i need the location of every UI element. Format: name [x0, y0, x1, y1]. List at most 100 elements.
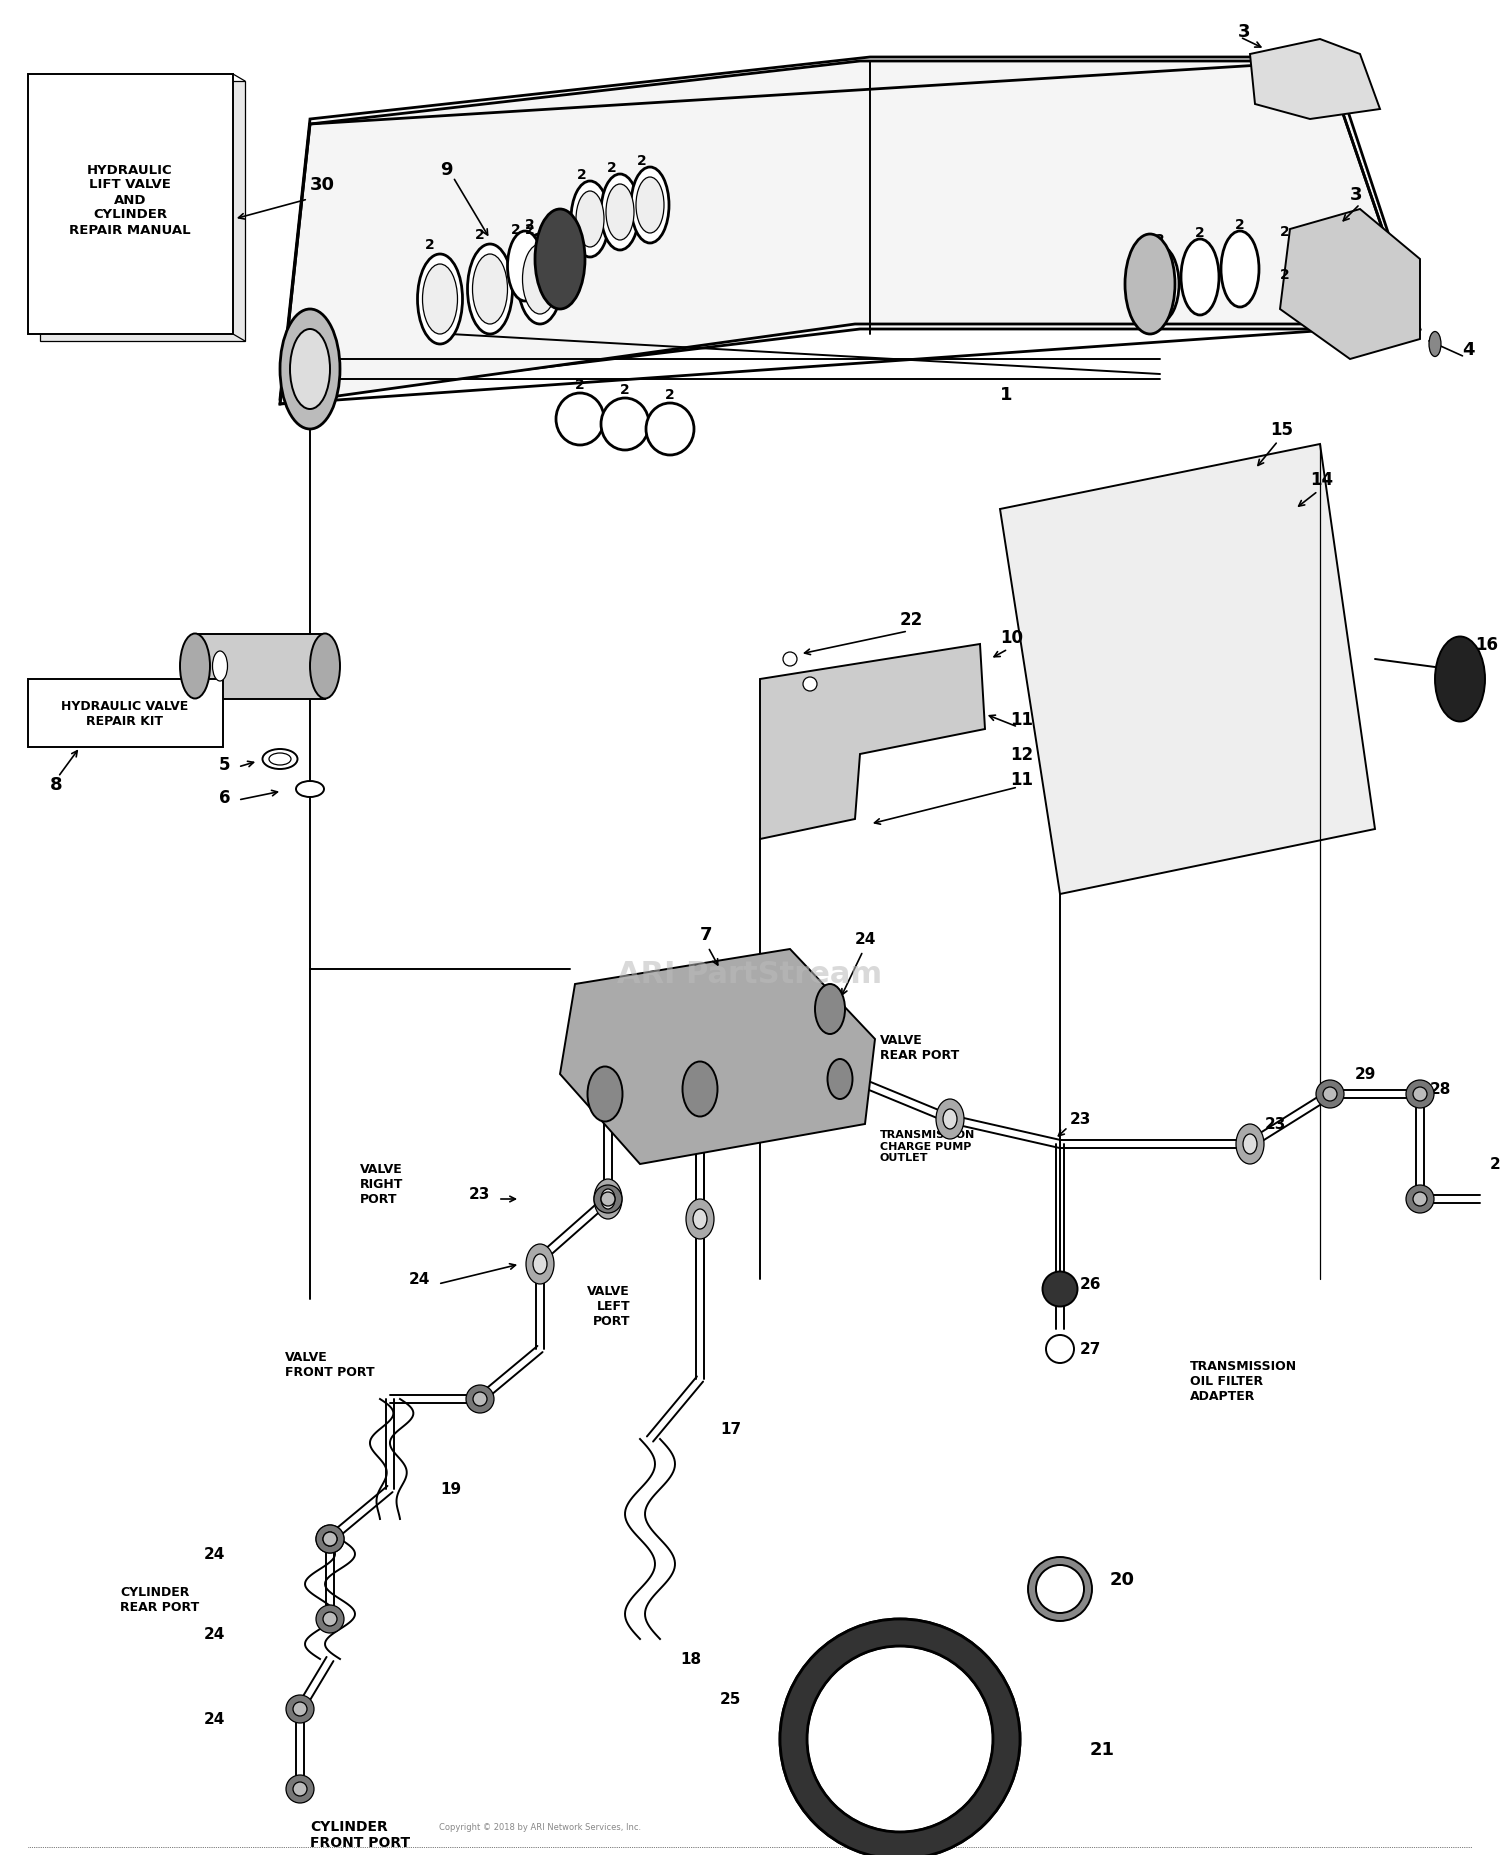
Ellipse shape — [310, 634, 340, 699]
Ellipse shape — [1430, 332, 1442, 358]
Text: CYLINDER
REAR PORT: CYLINDER REAR PORT — [120, 1586, 200, 1614]
Text: 24: 24 — [408, 1273, 430, 1287]
Text: 9: 9 — [440, 161, 453, 178]
Ellipse shape — [316, 1525, 344, 1553]
Text: 21: 21 — [1090, 1740, 1114, 1759]
Text: 2: 2 — [1234, 217, 1245, 232]
Ellipse shape — [588, 1067, 622, 1122]
Text: 11: 11 — [1010, 770, 1034, 788]
Text: 7: 7 — [700, 926, 712, 944]
Ellipse shape — [802, 677, 818, 692]
Text: 28: 28 — [1430, 1081, 1452, 1096]
Text: 2: 2 — [1155, 234, 1166, 247]
Text: 6: 6 — [219, 788, 230, 807]
Ellipse shape — [286, 1695, 314, 1723]
Ellipse shape — [1046, 1336, 1074, 1363]
Ellipse shape — [268, 753, 291, 766]
Ellipse shape — [290, 330, 330, 410]
Ellipse shape — [518, 236, 562, 325]
Ellipse shape — [1413, 1193, 1426, 1206]
Ellipse shape — [507, 232, 543, 302]
Ellipse shape — [807, 1647, 993, 1831]
Ellipse shape — [292, 1783, 308, 1796]
Polygon shape — [280, 58, 1420, 401]
Ellipse shape — [1042, 1273, 1077, 1306]
Ellipse shape — [280, 310, 340, 430]
Text: 27: 27 — [1080, 1341, 1101, 1356]
Text: 2: 2 — [578, 169, 586, 182]
Text: 2: 2 — [525, 223, 536, 237]
Ellipse shape — [292, 1703, 308, 1716]
Text: 15: 15 — [1270, 421, 1293, 440]
Ellipse shape — [296, 781, 324, 798]
Text: CYLINDER
FRONT PORT: CYLINDER FRONT PORT — [310, 1820, 410, 1849]
Text: 2: 2 — [424, 237, 435, 252]
Ellipse shape — [780, 1619, 1020, 1855]
Ellipse shape — [472, 1393, 488, 1406]
Ellipse shape — [686, 1200, 714, 1239]
Text: 2: 2 — [638, 154, 646, 169]
Ellipse shape — [783, 653, 796, 666]
Ellipse shape — [180, 634, 210, 699]
Text: VALVE
REAR PORT: VALVE REAR PORT — [880, 1033, 960, 1061]
Ellipse shape — [944, 1109, 957, 1130]
Text: 18: 18 — [680, 1651, 700, 1666]
Text: 2: 2 — [525, 217, 536, 232]
Ellipse shape — [682, 1061, 717, 1117]
Ellipse shape — [602, 174, 639, 250]
Ellipse shape — [316, 1605, 344, 1632]
Text: 4: 4 — [1462, 341, 1474, 358]
Text: 30: 30 — [310, 176, 334, 195]
Text: 2: 2 — [1196, 226, 1204, 239]
Text: 24: 24 — [204, 1627, 225, 1642]
Text: 19: 19 — [440, 1482, 460, 1497]
Bar — [195, 634, 326, 699]
Text: 2: 2 — [574, 378, 585, 391]
Ellipse shape — [316, 1525, 344, 1553]
Ellipse shape — [828, 1059, 852, 1100]
Bar — [40, 82, 245, 341]
Ellipse shape — [936, 1100, 964, 1139]
Text: 2: 2 — [1280, 267, 1290, 282]
Ellipse shape — [594, 1185, 622, 1213]
Ellipse shape — [1316, 1080, 1344, 1109]
Ellipse shape — [1221, 232, 1258, 308]
Text: Copyright © 2018 by ARI Network Services, Inc.: Copyright © 2018 by ARI Network Services… — [440, 1822, 640, 1831]
Ellipse shape — [322, 1532, 338, 1547]
Polygon shape — [760, 646, 986, 840]
Ellipse shape — [213, 651, 228, 681]
Polygon shape — [1250, 41, 1380, 121]
Ellipse shape — [522, 245, 558, 315]
Text: 2: 2 — [620, 382, 630, 397]
Ellipse shape — [606, 186, 634, 241]
Ellipse shape — [1406, 1185, 1434, 1213]
Text: 12: 12 — [1010, 746, 1034, 764]
Bar — [28, 679, 224, 748]
Text: 8: 8 — [50, 775, 63, 794]
Text: VALVE
FRONT PORT: VALVE FRONT PORT — [285, 1350, 375, 1378]
Text: 20: 20 — [1110, 1569, 1136, 1588]
Ellipse shape — [1125, 236, 1174, 334]
Ellipse shape — [322, 1532, 338, 1547]
Ellipse shape — [468, 245, 513, 334]
Ellipse shape — [602, 1193, 615, 1206]
Ellipse shape — [576, 191, 604, 249]
Text: TRANSMISSION
OIL FILTER
ADAPTER: TRANSMISSION OIL FILTER ADAPTER — [1190, 1360, 1298, 1402]
Text: 29: 29 — [1354, 1067, 1377, 1081]
Polygon shape — [560, 950, 874, 1165]
Text: 26: 26 — [1080, 1276, 1101, 1291]
Text: 11: 11 — [1010, 710, 1034, 729]
Ellipse shape — [556, 393, 604, 445]
Ellipse shape — [632, 169, 669, 243]
Ellipse shape — [1413, 1087, 1426, 1102]
Text: 10: 10 — [1000, 629, 1023, 647]
Text: 14: 14 — [1310, 471, 1334, 488]
Text: 22: 22 — [900, 610, 922, 629]
Text: 24: 24 — [204, 1547, 225, 1562]
Ellipse shape — [1436, 636, 1485, 722]
Text: 3: 3 — [1238, 22, 1250, 41]
Ellipse shape — [1406, 1080, 1434, 1109]
Ellipse shape — [286, 1775, 314, 1803]
Polygon shape — [280, 61, 1414, 404]
Ellipse shape — [594, 1180, 622, 1219]
